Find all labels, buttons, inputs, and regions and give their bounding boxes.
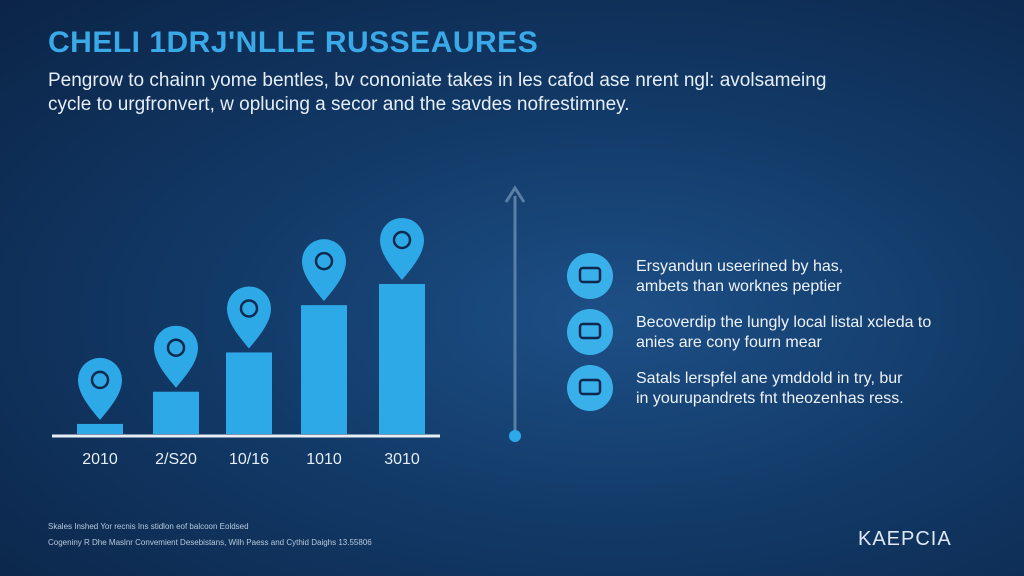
arrow-dot <box>509 430 521 442</box>
logo: KAEPCIA <box>858 528 952 550</box>
x-tick-label: 3010 <box>384 451 420 468</box>
feature-text: Becoverdip the lungly local listal xcled… <box>636 314 932 331</box>
arrow-head <box>504 185 526 203</box>
feature-text: ambets than worknes peptier <box>636 278 842 295</box>
subtitle-line: cycle to urgfronvert, w oplucing a secor… <box>48 94 630 115</box>
bar <box>379 284 425 434</box>
feature-icon <box>567 253 613 299</box>
x-tick-label: 2/S20 <box>155 451 197 468</box>
footer-line: Cogeniny R Dhe Maslnr Convemient Desebis… <box>48 538 372 547</box>
bar <box>301 305 347 434</box>
x-tick-label: 1010 <box>306 451 342 468</box>
pin-icon <box>166 338 186 357</box>
pin-icon <box>392 230 412 250</box>
feature-icon <box>567 365 613 411</box>
feature-icon <box>567 309 613 355</box>
subtitle-line: Pengrow to chainn yome bentles, bv conon… <box>48 70 827 91</box>
feature-text: anies are cony fourn mear <box>636 334 822 351</box>
bar <box>226 352 272 434</box>
feature-glyph <box>578 322 602 340</box>
x-tick-label: 2010 <box>82 451 118 468</box>
bar <box>153 391 199 434</box>
feature-text: Ersyandun useerined by has, <box>636 258 844 275</box>
pin-icon <box>239 299 259 318</box>
pin-icon <box>90 370 110 390</box>
pin-icon <box>314 251 334 271</box>
bar <box>77 423 123 434</box>
feature-text: in yourupandrets fnt theozenhas ress. <box>636 390 904 407</box>
feature-text: Satals lerspfel ane ymddold in try, bur <box>636 370 903 387</box>
footer-line: Skales Inshed Yor recnis Ins stidlon eof… <box>48 522 249 531</box>
feature-glyph <box>578 378 602 396</box>
title: CHELI 1DRJ'NLLE RUSSEAURES <box>48 26 539 59</box>
x-tick-label: 10/16 <box>229 451 269 468</box>
feature-glyph <box>578 266 602 284</box>
